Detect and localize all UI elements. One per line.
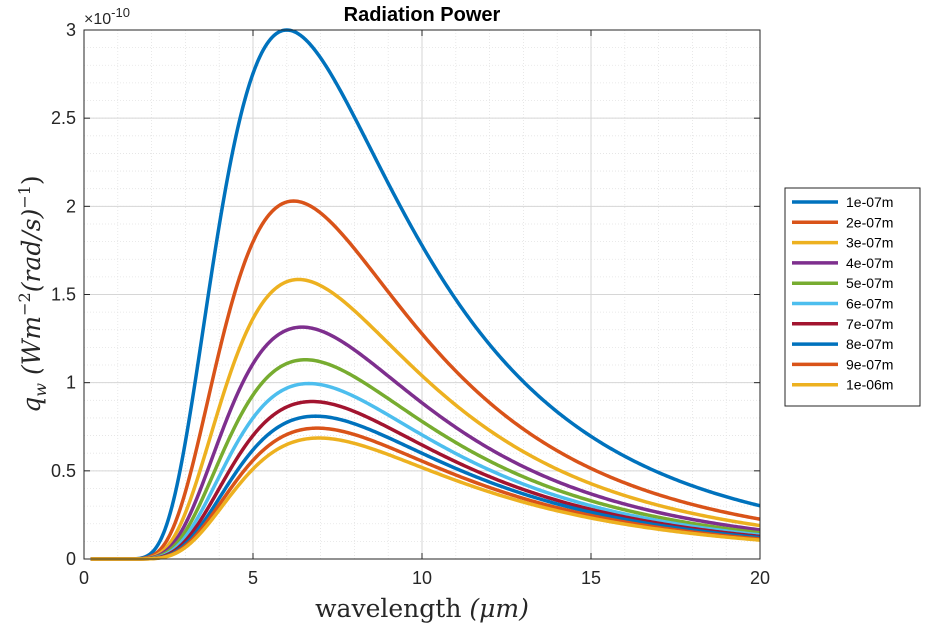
x-axis-label-text: wavelength xyxy=(315,594,461,623)
series-line-1 xyxy=(90,28,761,561)
x-axis-label: wavelength (μm) xyxy=(315,594,529,623)
x-tick-label: 5 xyxy=(248,568,258,588)
tick-marks xyxy=(83,29,761,560)
series-lines xyxy=(90,28,761,561)
x-tick-label: 15 xyxy=(581,568,601,588)
x-axis-label-unit: (μm) xyxy=(469,594,528,623)
series-line-5 xyxy=(90,357,761,561)
y-exponent-label: ×10-10 xyxy=(84,5,130,28)
legend-label-9: 9e-07m xyxy=(846,356,893,372)
x-tick-label: 20 xyxy=(750,568,770,588)
chart-title: Radiation Power xyxy=(344,4,501,26)
y-axis-label-exp1: −2 xyxy=(15,292,34,316)
y-axis-label-subscript: w xyxy=(31,383,50,397)
y-axis-label: qw (Wm−2(rad/s)−1) xyxy=(15,175,52,412)
y-tick-label: 1.5 xyxy=(51,285,76,305)
series-line-8 xyxy=(90,414,761,561)
series-line-6 xyxy=(90,381,761,561)
y-tick-label: 0.5 xyxy=(51,461,76,481)
legend-label-3: 3e-07m xyxy=(846,235,893,251)
y-exponent-power: -10 xyxy=(111,5,130,20)
legend-label-6: 6e-07m xyxy=(846,296,893,312)
y-axis-label-unit: (Wm xyxy=(17,316,46,375)
series-line-9 xyxy=(90,426,761,561)
y-tick-labels: 0 0.5 1 1.5 2 2.5 3 xyxy=(51,20,76,569)
y-axis-label-mid: (rad/s) xyxy=(17,209,46,293)
y-axis-label-exp2: −1 xyxy=(15,185,34,209)
legend-label-1: 1e-07m xyxy=(846,194,893,210)
y-axis-label-end: ) xyxy=(17,175,46,185)
y-tick-label: 0 xyxy=(66,549,76,569)
x-tick-label: 0 xyxy=(79,568,89,588)
legend-label-4: 4e-07m xyxy=(846,255,893,271)
series-line-3 xyxy=(90,277,761,561)
x-tick-label: 10 xyxy=(412,568,432,588)
x-tick-labels: 0 5 10 15 20 xyxy=(79,568,770,588)
legend-label-8: 8e-07m xyxy=(846,336,893,352)
y-exponent-base: ×10 xyxy=(84,11,111,28)
legend-label-2: 2e-07m xyxy=(846,214,893,230)
legend-label-5: 5e-07m xyxy=(846,275,893,291)
y-axis-label-symbol: q xyxy=(17,397,46,413)
y-tick-label: 1 xyxy=(66,373,76,393)
legend-box xyxy=(784,187,921,407)
series-line-7 xyxy=(90,399,761,561)
legend-label-7: 7e-07m xyxy=(846,316,893,332)
y-tick-label: 2 xyxy=(66,196,76,216)
legend-label-10: 1e-06m xyxy=(846,377,893,393)
y-tick-label: 3 xyxy=(66,20,76,40)
legend: 1e-07m 2e-07m 3e-07m 4e-07m 5e-07m 6e-07m 7e-0… xyxy=(784,187,921,407)
series-line-10 xyxy=(90,436,761,561)
y-tick-label: 2.5 xyxy=(51,108,76,128)
series-line-4 xyxy=(90,325,761,561)
series-line-2 xyxy=(90,199,761,561)
